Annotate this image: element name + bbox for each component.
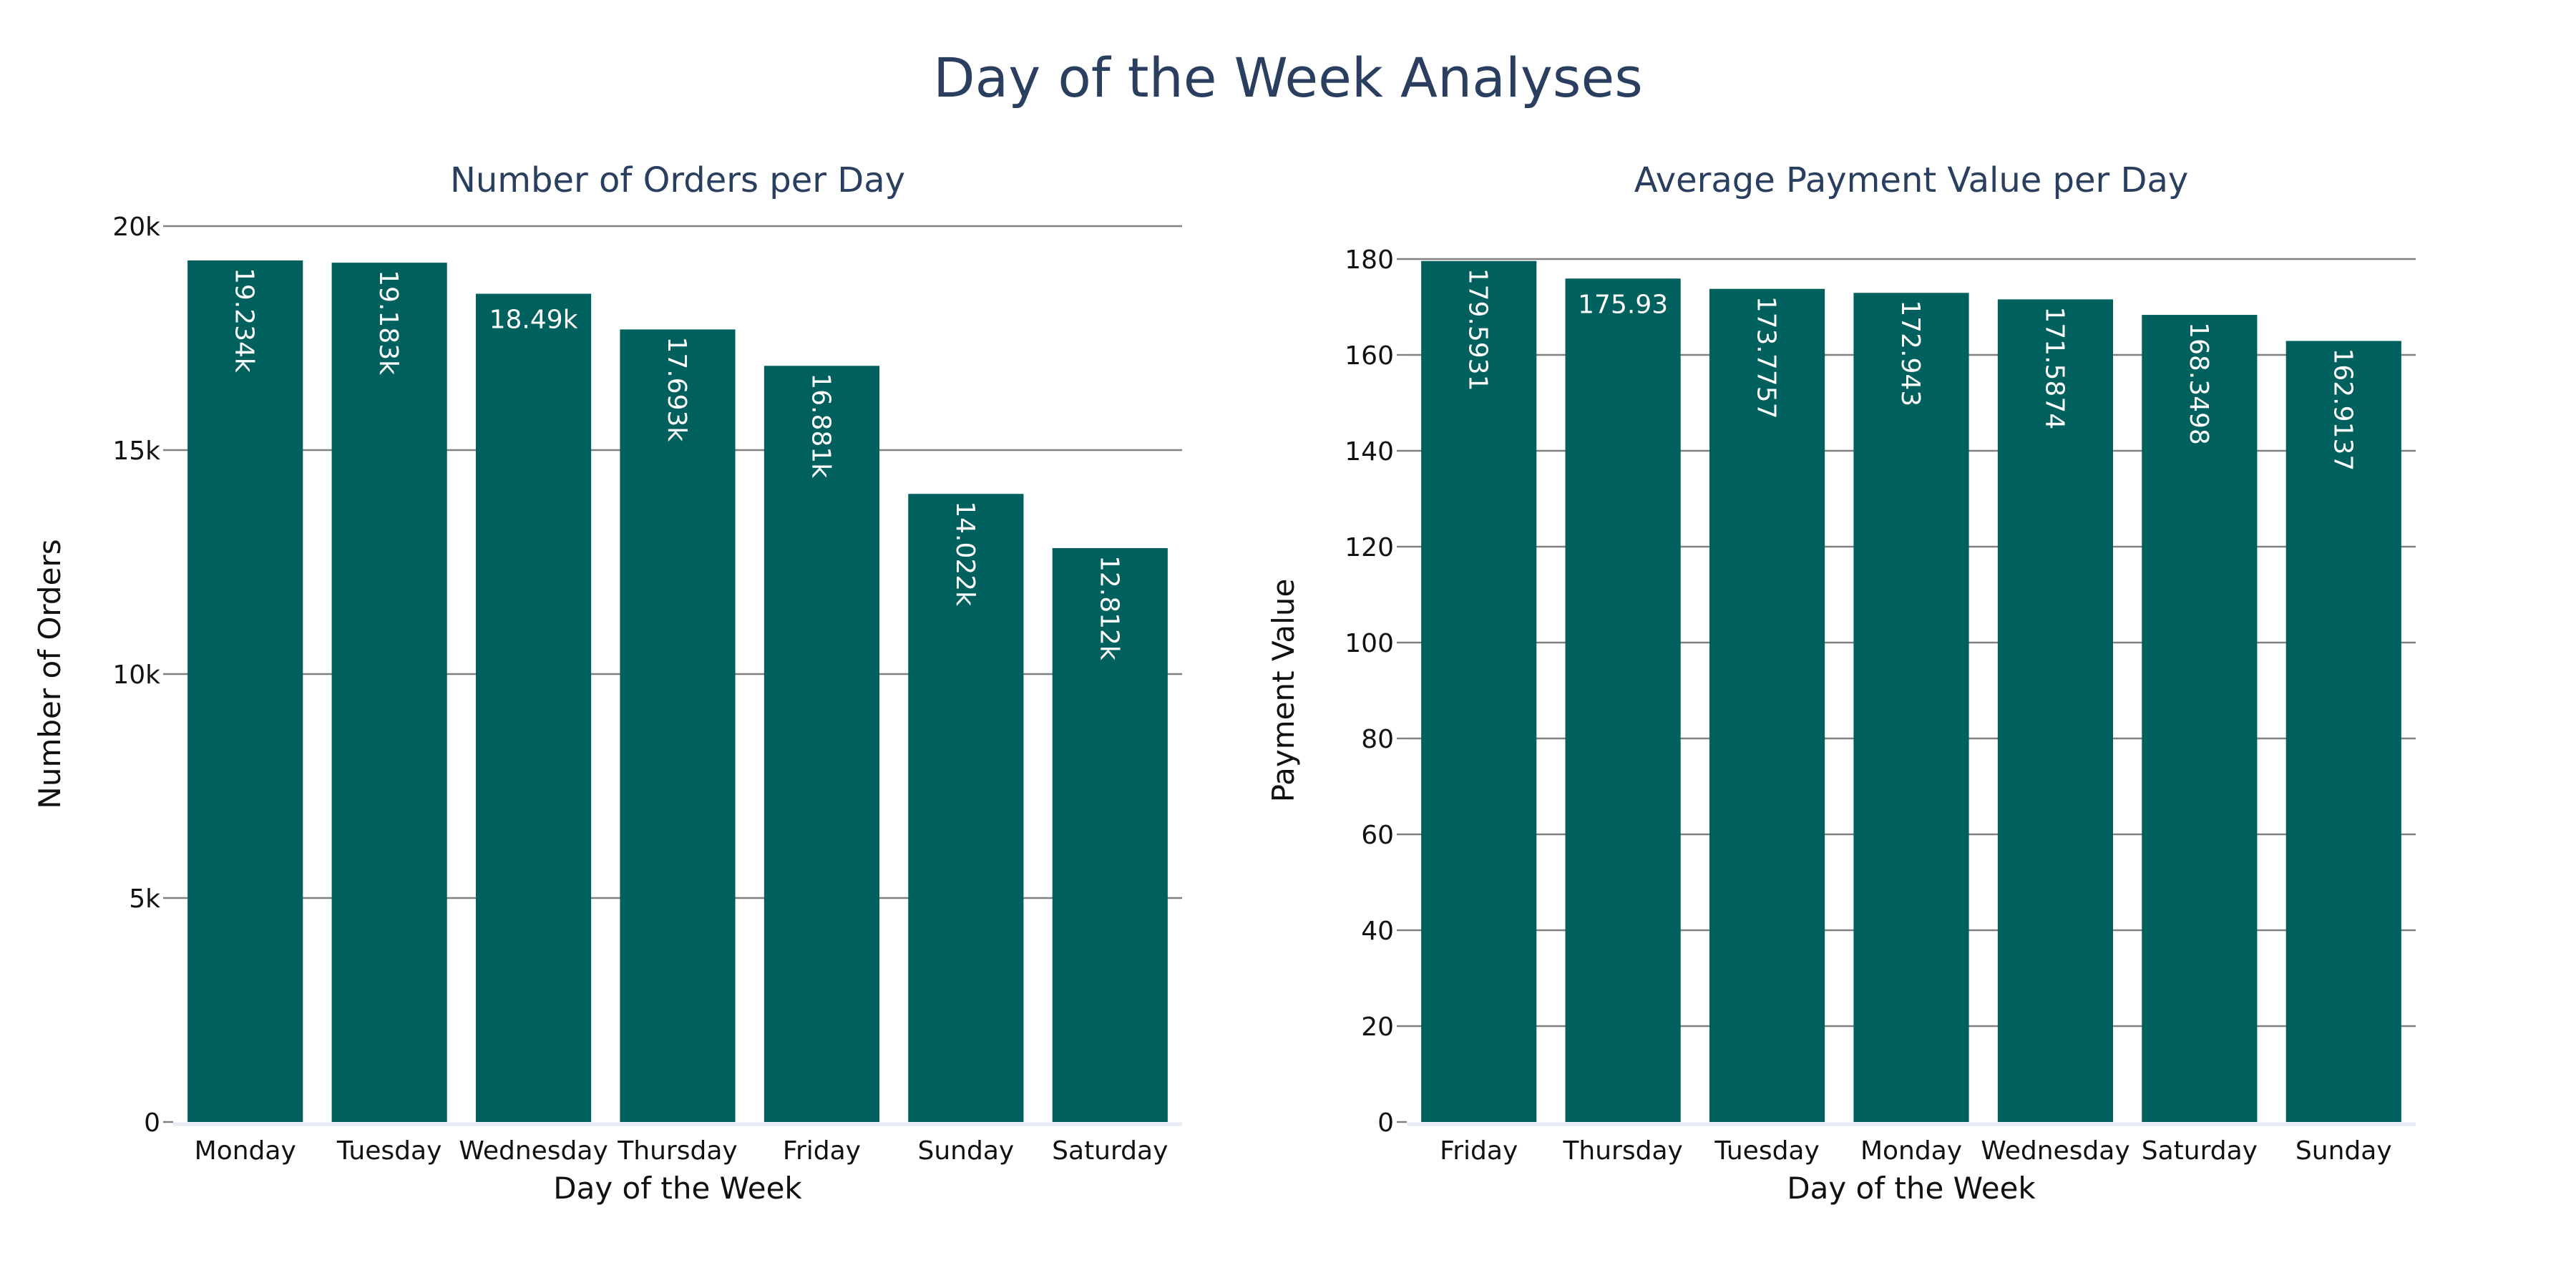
- x-tick-label: Saturday: [2142, 1136, 2258, 1166]
- x-tick-label: Sunday: [2296, 1136, 2392, 1166]
- x-tick-label: Friday: [783, 1136, 861, 1166]
- y-axis-title: Payment Value: [1266, 579, 1301, 803]
- bar-data-label: 17.693k: [662, 336, 691, 441]
- y-tick-label: 40: [1361, 917, 1394, 946]
- bar: [1052, 547, 1168, 1122]
- bar-data-label: 16.881k: [806, 373, 835, 478]
- bar: [476, 293, 592, 1122]
- x-tick-label: Tuesday: [336, 1136, 441, 1166]
- x-axis-title: Day of the Week: [553, 1171, 802, 1206]
- bar: [2285, 341, 2401, 1122]
- y-tick-label: 100: [1345, 629, 1394, 658]
- y-tick-label: 0: [144, 1108, 160, 1138]
- bar: [763, 366, 879, 1122]
- x-tick-label: Sunday: [918, 1136, 1015, 1166]
- y-tick-label: 140: [1345, 437, 1394, 467]
- bar: [1709, 288, 1825, 1122]
- y-tick-label: 160: [1345, 341, 1394, 371]
- x-tick-label: Saturday: [1052, 1136, 1168, 1166]
- bar-data-label: 168.3498: [2184, 322, 2213, 445]
- x-tick-label: Monday: [195, 1136, 296, 1166]
- y-tick-label: 0: [1377, 1108, 1394, 1138]
- bar: [331, 263, 447, 1123]
- x-tick-label: Tuesday: [1714, 1136, 1819, 1166]
- y-tick-label: 15k: [112, 436, 160, 466]
- x-tick-label: Friday: [1440, 1136, 1518, 1166]
- y-tick-label: 80: [1361, 725, 1394, 754]
- bar: [1565, 278, 1681, 1122]
- bar-data-label: 14.022k: [950, 501, 980, 606]
- y-tick-label: 5k: [129, 884, 160, 914]
- bar-data-label: 12.812k: [1094, 555, 1123, 660]
- orders-per-day-chart: Number of Orders per Day 0 5k 10k 15k 20k 19.2…: [32, 160, 1182, 1206]
- y-tick-label: 60: [1361, 821, 1394, 850]
- y-tick-label: 20: [1361, 1013, 1394, 1042]
- bar-data-label: 19.183k: [374, 270, 403, 375]
- bar-data-label: 172.943: [1896, 300, 1925, 406]
- bar-data-label: 162.9137: [2328, 348, 2357, 471]
- x-axis-title: Day of the Week: [1787, 1171, 2036, 1206]
- y-tick-label: 20k: [112, 213, 160, 242]
- x-tick-label: Thursday: [1562, 1136, 1682, 1166]
- x-tick-label: Monday: [1860, 1136, 1962, 1166]
- bar: [2142, 315, 2258, 1122]
- y-tick-label: 180: [1345, 245, 1394, 275]
- y-tick-label: 10k: [112, 660, 160, 690]
- bar-data-label: 19.234k: [230, 268, 259, 373]
- bar-data-label: 179.5931: [1463, 268, 1493, 391]
- y-tick-label: 120: [1345, 533, 1394, 562]
- subplot-title: Average Payment Value per Day: [1634, 160, 2189, 200]
- x-tick-label: Wednesday: [1981, 1136, 2129, 1166]
- bar-data-label: 175.93: [1578, 290, 1668, 319]
- bar: [908, 494, 1024, 1122]
- bar: [620, 329, 736, 1122]
- bar-data-label: 171.5874: [2039, 306, 2069, 429]
- x-tick-label: Wednesday: [459, 1136, 608, 1166]
- bar: [1997, 299, 2113, 1123]
- figure-title: Day of the Week Analyses: [933, 46, 1643, 109]
- payment-value-per-day-chart: Average Payment Value per Day 0 20 40 60 80 10…: [1266, 160, 2416, 1206]
- bar: [187, 260, 303, 1122]
- subplot-title: Number of Orders per Day: [450, 160, 905, 200]
- bar: [1853, 293, 1969, 1123]
- bar-data-label: 173.7757: [1752, 296, 1781, 419]
- bar: [1421, 260, 1537, 1123]
- x-tick-label: Thursday: [617, 1136, 737, 1166]
- y-axis-title: Number of Orders: [32, 539, 67, 809]
- bar-data-label: 18.49k: [489, 306, 578, 335]
